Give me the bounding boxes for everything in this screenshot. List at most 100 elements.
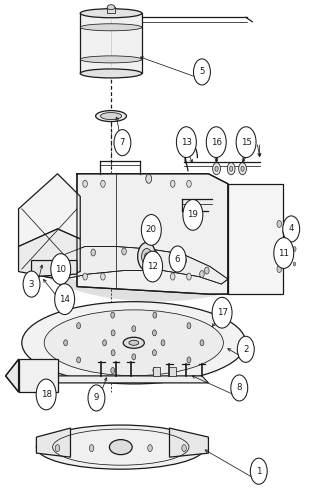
Text: 13: 13: [181, 138, 192, 147]
Polygon shape: [32, 261, 77, 277]
Text: 5: 5: [199, 67, 205, 76]
Polygon shape: [38, 246, 228, 284]
Circle shape: [153, 350, 156, 356]
Circle shape: [83, 180, 87, 187]
Circle shape: [239, 162, 246, 175]
Circle shape: [148, 445, 152, 452]
Text: 20: 20: [146, 225, 157, 234]
Circle shape: [111, 330, 115, 336]
Ellipse shape: [123, 338, 144, 348]
Circle shape: [103, 340, 107, 346]
Circle shape: [141, 248, 152, 265]
Polygon shape: [6, 359, 19, 392]
Circle shape: [111, 312, 115, 318]
Polygon shape: [19, 229, 80, 279]
Text: 9: 9: [94, 393, 99, 402]
Circle shape: [141, 215, 161, 245]
Circle shape: [213, 162, 220, 175]
Circle shape: [293, 246, 296, 252]
Circle shape: [132, 354, 136, 360]
Circle shape: [241, 166, 244, 171]
Ellipse shape: [96, 111, 126, 122]
Text: 14: 14: [59, 295, 70, 304]
Circle shape: [153, 330, 156, 336]
Text: 3: 3: [29, 280, 34, 289]
Circle shape: [182, 445, 186, 452]
Polygon shape: [19, 359, 57, 392]
Text: 6: 6: [175, 255, 180, 264]
Circle shape: [187, 323, 191, 328]
Circle shape: [143, 251, 163, 282]
Circle shape: [88, 385, 105, 411]
Circle shape: [283, 216, 300, 242]
Bar: [170, 367, 176, 376]
Text: 2: 2: [243, 345, 248, 354]
Bar: [107, 7, 115, 13]
Circle shape: [182, 257, 186, 264]
Bar: [153, 367, 160, 376]
Circle shape: [200, 271, 204, 278]
Circle shape: [64, 340, 67, 346]
Polygon shape: [170, 428, 208, 457]
Circle shape: [293, 262, 296, 266]
Text: 10: 10: [55, 265, 66, 274]
Ellipse shape: [80, 24, 142, 31]
Ellipse shape: [129, 341, 139, 345]
Circle shape: [101, 180, 105, 187]
Circle shape: [150, 232, 155, 240]
Circle shape: [169, 246, 186, 272]
Text: 17: 17: [216, 308, 228, 317]
Circle shape: [206, 127, 226, 157]
Circle shape: [89, 445, 94, 452]
Ellipse shape: [110, 440, 132, 455]
Circle shape: [83, 273, 87, 280]
Circle shape: [132, 326, 136, 332]
Circle shape: [153, 368, 157, 373]
Circle shape: [111, 350, 115, 356]
Circle shape: [170, 180, 175, 187]
Circle shape: [138, 242, 156, 271]
Text: 18: 18: [41, 390, 52, 399]
Circle shape: [114, 130, 131, 156]
Polygon shape: [46, 376, 208, 383]
Circle shape: [51, 254, 71, 284]
Text: 16: 16: [211, 138, 222, 147]
Circle shape: [55, 284, 75, 314]
Text: 7: 7: [120, 138, 125, 147]
Text: 19: 19: [187, 210, 198, 219]
Polygon shape: [77, 174, 228, 294]
Circle shape: [212, 297, 232, 328]
Ellipse shape: [107, 5, 115, 10]
Circle shape: [183, 200, 203, 230]
Text: 12: 12: [147, 262, 158, 271]
Circle shape: [237, 337, 254, 362]
Ellipse shape: [37, 425, 205, 469]
Circle shape: [55, 445, 60, 452]
Ellipse shape: [22, 302, 246, 384]
Circle shape: [91, 249, 96, 256]
Circle shape: [147, 228, 158, 244]
Text: 4: 4: [289, 224, 294, 233]
Circle shape: [122, 248, 126, 255]
Text: 11: 11: [278, 248, 289, 258]
Circle shape: [200, 340, 204, 346]
Circle shape: [231, 375, 248, 401]
Circle shape: [36, 379, 56, 410]
Text: SPECIALISTS: SPECIALISTS: [124, 255, 189, 264]
Circle shape: [153, 250, 157, 257]
Circle shape: [236, 127, 256, 157]
Ellipse shape: [44, 310, 223, 376]
Circle shape: [161, 340, 165, 346]
Circle shape: [277, 243, 281, 250]
Ellipse shape: [80, 69, 142, 78]
Circle shape: [144, 253, 149, 260]
Text: EQUIPMENT: EQUIPMENT: [126, 234, 186, 243]
Circle shape: [187, 180, 191, 187]
Ellipse shape: [80, 56, 142, 63]
Circle shape: [250, 458, 267, 484]
Text: 15: 15: [241, 138, 252, 147]
Polygon shape: [19, 174, 80, 246]
Circle shape: [187, 357, 191, 363]
Ellipse shape: [100, 113, 122, 120]
Circle shape: [77, 323, 81, 328]
